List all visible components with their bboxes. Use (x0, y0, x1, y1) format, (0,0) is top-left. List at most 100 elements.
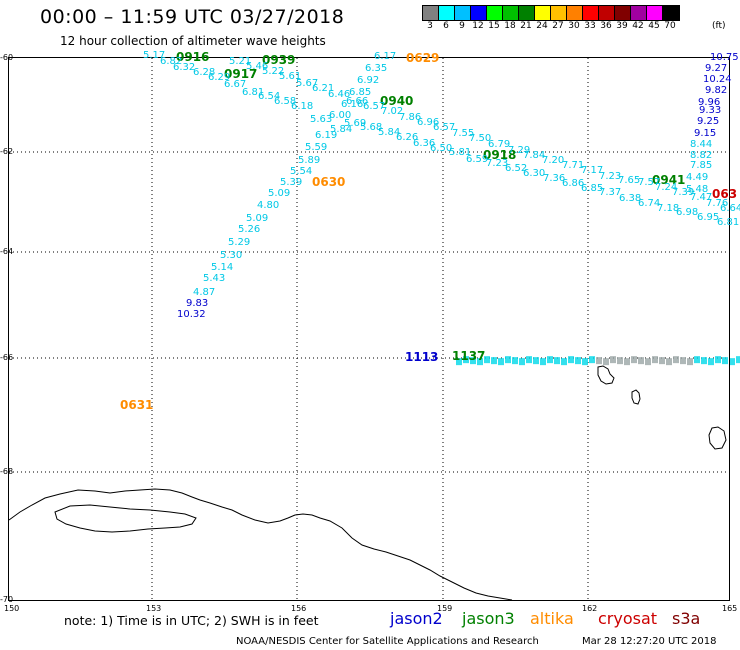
scale-tick-label: 6 (443, 21, 449, 31)
lat-label: -60 (0, 53, 14, 62)
wave-height-reading: 9.96 (698, 97, 721, 108)
dense-track-mark (547, 356, 553, 364)
dense-track-mark (512, 357, 518, 365)
wave-height-reading: 10.75 (710, 52, 739, 63)
wave-height-reading: 4.80 (257, 200, 280, 211)
generated-timestamp: Mar 28 12:27:20 UTC 2018 (582, 636, 717, 647)
wave-height-reading: 6.54 (258, 91, 281, 102)
wave-height-reading: 7.36 (543, 173, 566, 184)
wave-height-reading: 7.50 (469, 133, 492, 144)
dense-track-mark (603, 358, 609, 366)
scale-tick-label: 12 (472, 21, 484, 31)
dense-track-mark (491, 357, 497, 365)
dense-track-mark (554, 357, 560, 365)
wave-height-reading: 7.57 (638, 177, 661, 188)
wave-height-reading: 6.81 (242, 87, 265, 98)
lon-label: 150 (4, 604, 20, 613)
wave-height-reading: 7.39 (672, 187, 695, 198)
lat-label: -68 (0, 467, 14, 476)
wave-height-reading: 7.85 (690, 160, 713, 171)
scale-tick-label: 30 (568, 21, 580, 31)
map-subtitle: 12 hour collection of altimeter wave hei… (60, 34, 326, 48)
dense-track-mark (540, 358, 546, 366)
pass-time-label: 0916 (176, 50, 210, 64)
wave-height-reading: 5.63 (310, 114, 333, 125)
dense-track-mark (638, 357, 644, 365)
wave-height-reading: 6.85 (581, 183, 604, 194)
footnote: note: 1) Time is in UTC; 2) SWH is in fe… (64, 613, 319, 628)
pass-time-label: 063 (712, 187, 738, 201)
wave-height-reading: 5.84 (378, 127, 401, 138)
pass-time-label: 0941 (652, 173, 686, 187)
wave-height-reading: 9.33 (699, 105, 722, 116)
dense-track-mark (526, 356, 532, 364)
credit-line: NOAA/NESDIS Center for Satellite Applica… (236, 636, 539, 647)
dense-track-mark (736, 356, 740, 364)
pass-time-label: 0629 (406, 51, 440, 65)
wave-height-reading: 9.15 (694, 128, 717, 139)
wave-height-reading: 7.20 (542, 155, 565, 166)
pass-time-label: 1113 (405, 350, 439, 364)
wave-height-reading: 5.81 (449, 147, 472, 158)
coastal-inlet (54, 504, 197, 533)
dense-track-mark (617, 357, 623, 365)
scale-swatch (647, 6, 663, 20)
wave-height-reading: 7.55 (452, 128, 475, 139)
dense-track-mark (484, 356, 490, 364)
wave-height-reading: 5.22 (262, 66, 285, 77)
dense-track-mark (631, 356, 637, 364)
scale-swatch (423, 6, 439, 20)
wave-height-reading: 4.87 (193, 287, 216, 298)
wave-height-reading: 5.43 (203, 273, 226, 284)
scale-swatch (535, 6, 551, 20)
wave-height-reading: 6.36 (413, 138, 436, 149)
dense-track-mark (589, 356, 595, 364)
wave-height-reading: 5.30 (220, 250, 243, 261)
dense-track-mark (498, 358, 504, 366)
wave-height-reading: 6.19 (315, 130, 338, 141)
wave-height-reading: 5.67 (296, 78, 319, 89)
dense-track-mark (470, 357, 476, 365)
dense-track-mark (624, 358, 630, 366)
wave-height-reading: 5.17 (143, 50, 166, 61)
scale-tick-label: 70 (664, 21, 676, 31)
wave-height-reading: 6.79 (488, 139, 511, 150)
wave-height-reading: 6.67 (224, 79, 247, 90)
scale-swatch (503, 6, 519, 20)
scale-swatch (631, 6, 647, 20)
dense-track-mark (505, 356, 511, 364)
wave-height-reading: 6.52 (505, 163, 528, 174)
dense-track-mark (610, 356, 616, 364)
antarctic-coastline (8, 488, 513, 601)
wave-height-reading: 9.27 (705, 63, 728, 74)
dense-track-mark (568, 356, 574, 364)
wave-height-reading: 6.21 (312, 83, 335, 94)
wave-height-reading: 6.35 (365, 63, 388, 74)
wave-height-reading: 4.49 (686, 172, 709, 183)
color-scale-bar (422, 5, 680, 21)
legend-s3a: s3a (672, 609, 701, 628)
dense-track-mark (582, 358, 588, 366)
wave-height-reading: 5.89 (298, 155, 321, 166)
wave-height-reading: 5.14 (211, 262, 234, 273)
pass-time-label: 0631 (120, 398, 154, 412)
lat-label: -70 (0, 595, 14, 604)
lat-label: -64 (0, 247, 14, 256)
wave-height-reading: 10.24 (703, 74, 732, 85)
dense-track-mark (596, 357, 602, 365)
map-title: 00:00 – 11:59 UTC 03/27/2018 (40, 6, 345, 28)
pass-time-label: 0630 (312, 175, 346, 189)
wave-height-reading: 6.92 (357, 75, 380, 86)
dense-track-mark (701, 357, 707, 365)
scale-swatch (551, 6, 567, 20)
dense-track-mark (659, 357, 665, 365)
wave-height-reading: 7.37 (599, 187, 622, 198)
wave-height-reading: 8.44 (690, 139, 713, 150)
wave-height-reading: 5.09 (268, 188, 291, 199)
dense-track-mark (561, 358, 567, 366)
wave-height-reading: 6.85 (349, 87, 372, 98)
dense-track-mark (652, 356, 658, 364)
dense-track-mark (519, 358, 525, 366)
wave-height-reading: 8.82 (690, 150, 713, 161)
scale-swatch (439, 6, 455, 20)
